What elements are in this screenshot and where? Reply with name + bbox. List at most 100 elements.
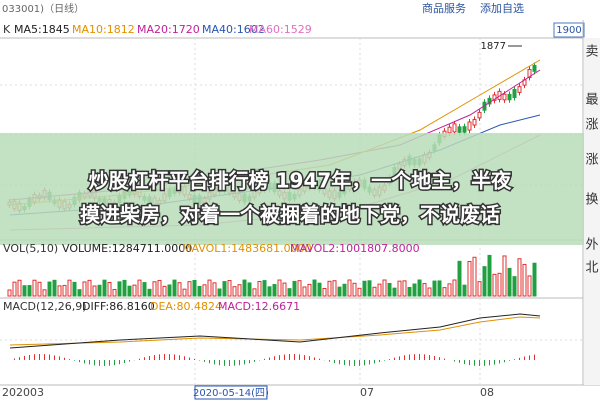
volume-bar: [127, 285, 132, 297]
volume-bar: [422, 283, 427, 297]
volume-bar: [247, 282, 252, 297]
volume-bar: [237, 284, 242, 297]
volume-bar: [437, 280, 442, 297]
volume-bar: [67, 279, 72, 297]
volume-bar: [347, 279, 352, 297]
candle-body: [462, 126, 467, 133]
volume-bar: [407, 286, 412, 297]
volume-bar: [132, 284, 137, 297]
date-label: 2020-05-14(四): [193, 388, 269, 399]
candle-body: [472, 119, 477, 126]
volume-bar: [472, 256, 477, 297]
tab[interactable]: 添加自选: [480, 1, 524, 15]
volume-bar: [97, 284, 102, 297]
side-item[interactable]: 卖: [585, 45, 598, 60]
side-item[interactable]: 换: [585, 193, 598, 208]
macd-label: DIFF:86.8160: [82, 300, 155, 313]
volume-bar: [137, 279, 142, 297]
side-item[interactable]: 最: [585, 93, 598, 108]
volume-bar: [42, 289, 47, 297]
ma-label: MA10:1812: [72, 23, 135, 36]
vol-label: MAVOL1:1483681.0000: [182, 242, 312, 255]
dea-line: [9, 316, 541, 346]
volume-bar: [202, 284, 207, 297]
macd-label: DEA:80.4824: [150, 300, 222, 313]
tab[interactable]: 商品服务: [422, 1, 466, 15]
volume-bar: [7, 289, 12, 297]
side-item[interactable]: 涨: [585, 153, 598, 168]
volume-bar: [197, 286, 202, 297]
volume-bar: [532, 262, 537, 297]
volume-bar: [397, 280, 402, 297]
volume-bar: [82, 281, 87, 297]
kline-prefix: K: [3, 23, 11, 36]
volume-bar: [477, 281, 482, 297]
volume-bar: [442, 287, 447, 297]
volume-bar: [12, 281, 17, 297]
candle-body: [512, 88, 517, 98]
volume-bar: [177, 282, 182, 297]
volume-bar: [17, 279, 22, 297]
date-label: 07: [360, 386, 374, 399]
volume-bar: [232, 286, 237, 297]
volume-bar: [462, 284, 467, 297]
volume-bar: [207, 279, 212, 297]
side-item[interactable]: 涨: [585, 118, 598, 133]
volume-bar: [212, 282, 217, 297]
candle-body: [447, 126, 452, 134]
volume-bar: [32, 279, 37, 297]
volume-bar: [362, 280, 367, 297]
volume-bar: [427, 287, 432, 297]
volume-bar: [367, 280, 372, 297]
date-label: 08: [480, 386, 494, 399]
volume-bar: [412, 283, 417, 297]
side-item[interactable]: 北: [585, 261, 598, 276]
volume-bar: [287, 288, 292, 297]
candle-body: [492, 94, 497, 101]
side-item[interactable]: 外: [585, 238, 598, 253]
volume-bar: [122, 279, 127, 297]
volume-bar: [432, 280, 437, 297]
candle-body: [517, 86, 522, 93]
volume-bar: [277, 279, 282, 297]
price-box-text: 1900: [556, 25, 581, 36]
volume-bar: [47, 281, 52, 297]
volume-bar: [312, 279, 317, 297]
volume-bar: [522, 263, 527, 297]
volume-bar: [117, 281, 122, 297]
volume-bar: [332, 280, 337, 297]
volume-bar: [372, 286, 377, 297]
macd-label: MACD(12,26,9): [3, 300, 87, 313]
volume-bar: [92, 285, 97, 297]
ma-label: MA60:1529: [249, 23, 312, 36]
peak-label: 1877: [481, 41, 506, 52]
volume-bar: [387, 282, 392, 297]
volume-bar: [342, 283, 347, 297]
macd-bars: [14, 354, 535, 366]
date-label: 202003: [2, 386, 44, 399]
volume-bar: [57, 285, 62, 297]
volume-bar: [112, 288, 117, 297]
volume-bar: [307, 283, 312, 297]
volume-bar: [317, 282, 322, 297]
side-panel: [584, 38, 600, 385]
volume-bar: [102, 279, 107, 297]
volume-bar: [352, 282, 357, 297]
price-box: [553, 22, 585, 38]
volume-bar: [107, 281, 112, 297]
volume-bar: [162, 285, 167, 297]
ma-label: MA5:1845: [14, 23, 70, 36]
volume-bar: [72, 281, 77, 297]
volume-bar: [262, 280, 267, 297]
candle-body: [507, 93, 512, 101]
volume-bar: [227, 280, 232, 297]
candle-body: [502, 93, 507, 101]
volume-bar: [377, 283, 382, 297]
candle-body: [457, 126, 462, 133]
volume-bar: [497, 272, 502, 297]
volume-bar: [487, 254, 492, 297]
volume-bar: [257, 280, 262, 297]
volume-bar: [297, 280, 302, 297]
diff-line: [9, 313, 541, 349]
volume-bar: [187, 281, 192, 297]
